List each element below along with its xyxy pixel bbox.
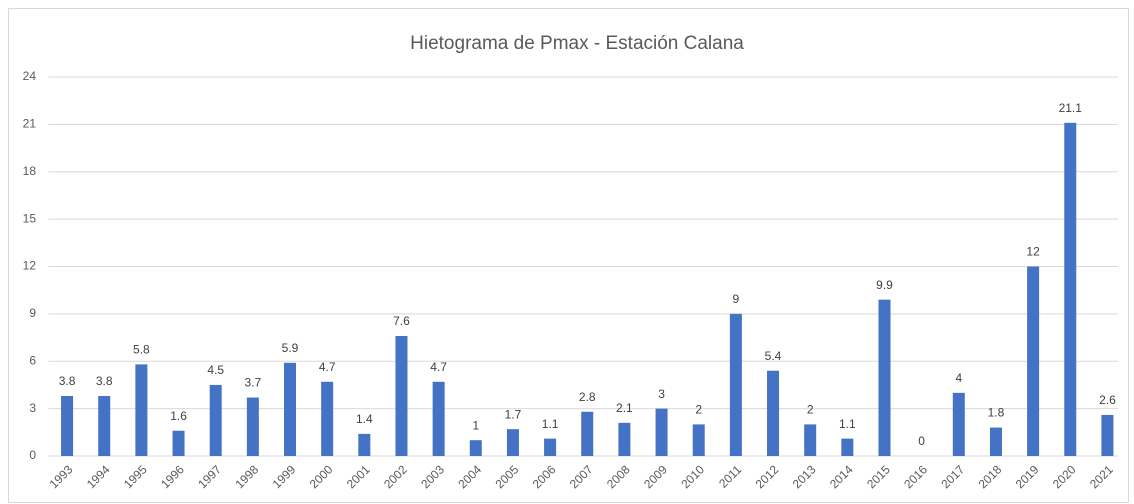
bar: [618, 422, 631, 456]
y-tick-label: 9: [29, 306, 36, 320]
data-label: 1.1: [542, 417, 559, 431]
data-label: 5.9: [282, 341, 299, 355]
data-label: 2.1: [616, 401, 633, 415]
data-label: 1.4: [356, 412, 373, 426]
bar: [804, 424, 817, 456]
bar: [358, 433, 371, 456]
data-label: 7.6: [393, 314, 410, 328]
bar: [1101, 414, 1114, 456]
data-label: 4.7: [319, 360, 336, 374]
data-label: 5.8: [133, 343, 150, 357]
bar: [1027, 266, 1040, 456]
data-label: 0: [918, 434, 925, 448]
data-label: 21.1: [1059, 101, 1083, 115]
bar: [878, 299, 891, 456]
data-label: 1.6: [170, 409, 187, 423]
y-tick-label: 0: [29, 448, 36, 462]
data-label: 2: [695, 403, 702, 417]
data-label: 1: [472, 418, 479, 432]
bar: [209, 384, 222, 456]
y-tick-label: 6: [29, 353, 36, 367]
data-label: 3.8: [96, 374, 113, 388]
bar: [172, 430, 185, 456]
data-label: 1.8: [988, 406, 1005, 420]
data-label: 9.9: [876, 278, 893, 292]
data-label: 3.7: [245, 376, 262, 390]
y-tick-label: 21: [23, 117, 37, 131]
bar: [321, 381, 334, 456]
data-label: 1.7: [505, 407, 522, 421]
bar: [729, 313, 742, 456]
y-tick-label: 24: [23, 69, 37, 83]
bar: [692, 424, 705, 456]
bar: [61, 395, 74, 456]
bar: [506, 429, 519, 456]
bar: [841, 438, 854, 456]
bar: [395, 335, 408, 456]
y-tick-label: 18: [23, 164, 37, 178]
chart-border: [8, 8, 1129, 503]
data-label: 3: [658, 387, 665, 401]
bar: [544, 438, 557, 456]
data-label: 4.7: [430, 360, 447, 374]
bar: [469, 440, 482, 456]
bar: [135, 364, 148, 456]
bar: [432, 381, 445, 456]
data-label: 2.6: [1099, 393, 1116, 407]
bar: [581, 411, 594, 456]
bar: [655, 408, 668, 456]
bar: [98, 395, 111, 456]
data-label: 2: [807, 403, 814, 417]
y-tick-label: 12: [23, 259, 37, 273]
bar: [767, 370, 780, 456]
bar: [989, 427, 1002, 456]
y-tick-label: 3: [29, 401, 36, 415]
bar: [246, 397, 259, 456]
chart-title: Hietograma de Pmax - Estación Calana: [410, 33, 744, 54]
data-label: 12: [1026, 245, 1040, 259]
data-label: 9: [733, 292, 740, 306]
data-label: 4: [955, 371, 962, 385]
data-label: 2.8: [579, 390, 596, 404]
bar: [1064, 122, 1077, 456]
data-label: 5.4: [765, 349, 782, 363]
bar: [284, 362, 297, 456]
y-tick-label: 15: [23, 211, 37, 225]
data-label: 4.5: [207, 363, 224, 377]
data-label: 1.1: [839, 417, 856, 431]
bar: [952, 392, 965, 456]
data-label: 3.8: [59, 374, 76, 388]
